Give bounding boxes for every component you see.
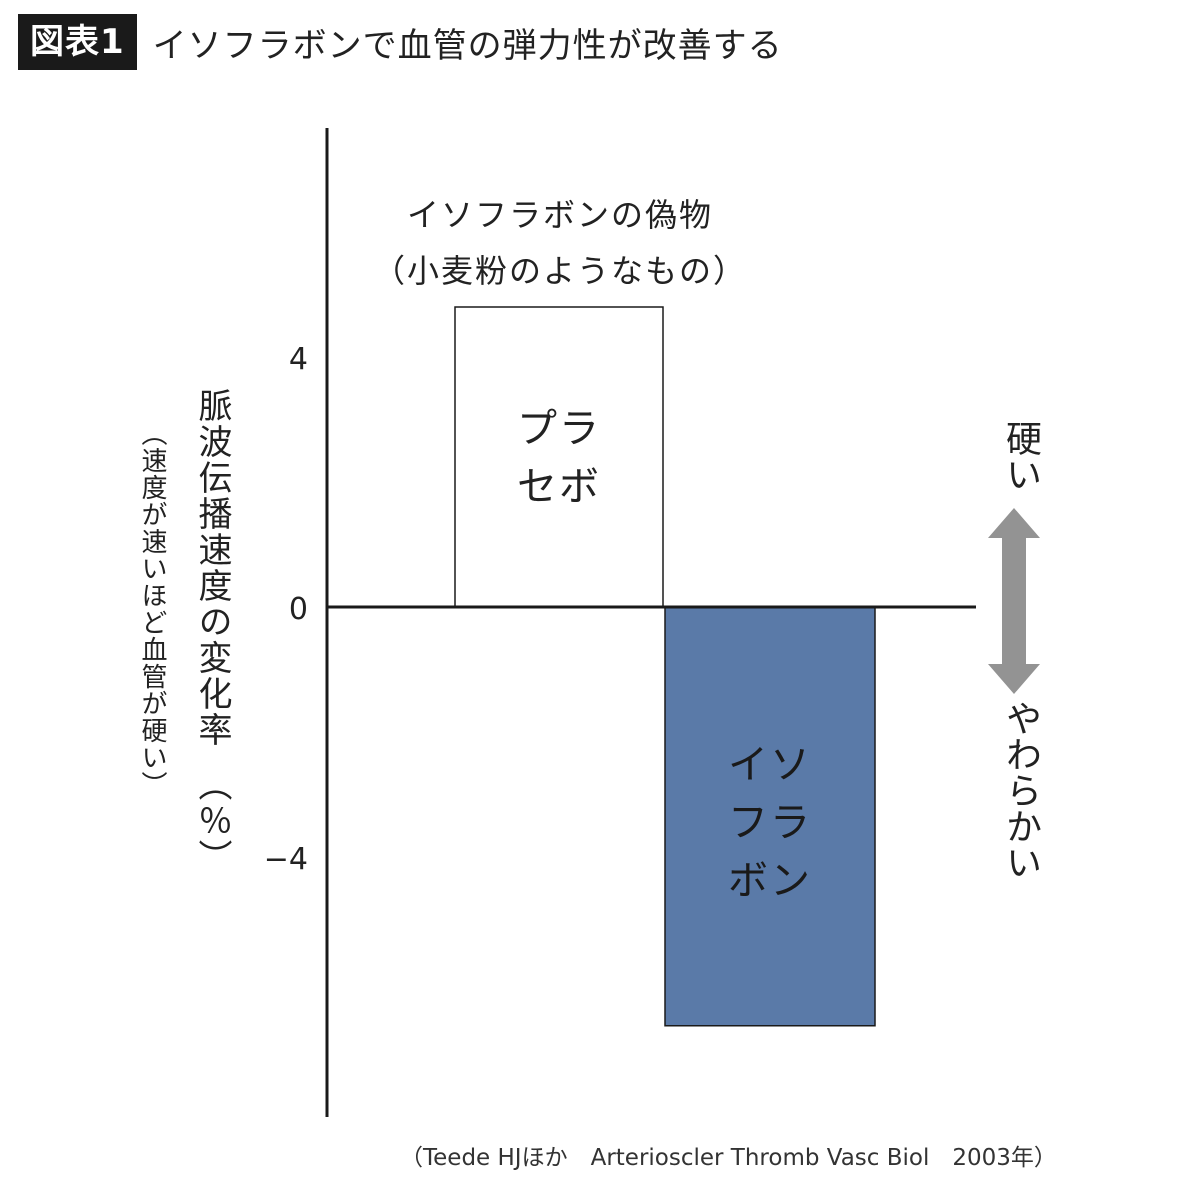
placebo-annotation-line1: イソフラボンの偽物 bbox=[406, 196, 713, 234]
bar-placebo bbox=[454, 306, 664, 608]
y-tick-label: −4 bbox=[264, 842, 308, 877]
arrow-top-label: 硬い bbox=[1000, 420, 1041, 492]
y-tick-label: 4 bbox=[289, 342, 308, 377]
figure-title: イソフラボンで血管の弾力性が改善する bbox=[152, 25, 783, 66]
bar-label-placebo: プラ セボ bbox=[517, 406, 601, 510]
bar-label-isoflavone: イソ フラ ボン bbox=[728, 742, 812, 904]
figure-header: 図表1 イソフラボンで血管の弾力性が改善する bbox=[18, 14, 783, 70]
source-citation: （Teede HJほか Arterioscler Thromb Vasc Bio… bbox=[400, 1145, 1057, 1171]
y-tick-label: 0 bbox=[289, 592, 308, 627]
placebo-annotation-line2: （小麦粉のようなもの） bbox=[372, 252, 747, 290]
y-axis-label: 脈波伝播速度の変化率 （％） bbox=[192, 388, 232, 875]
double-arrow-icon bbox=[988, 508, 1040, 694]
arrow-bottom-label: やわらかい bbox=[1000, 700, 1041, 880]
bar-isoflavone bbox=[664, 606, 876, 1027]
figure-badge: 図表1 bbox=[18, 14, 137, 70]
y-axis-sublabel: （速度が速いほど血管が硬い） bbox=[137, 420, 167, 798]
